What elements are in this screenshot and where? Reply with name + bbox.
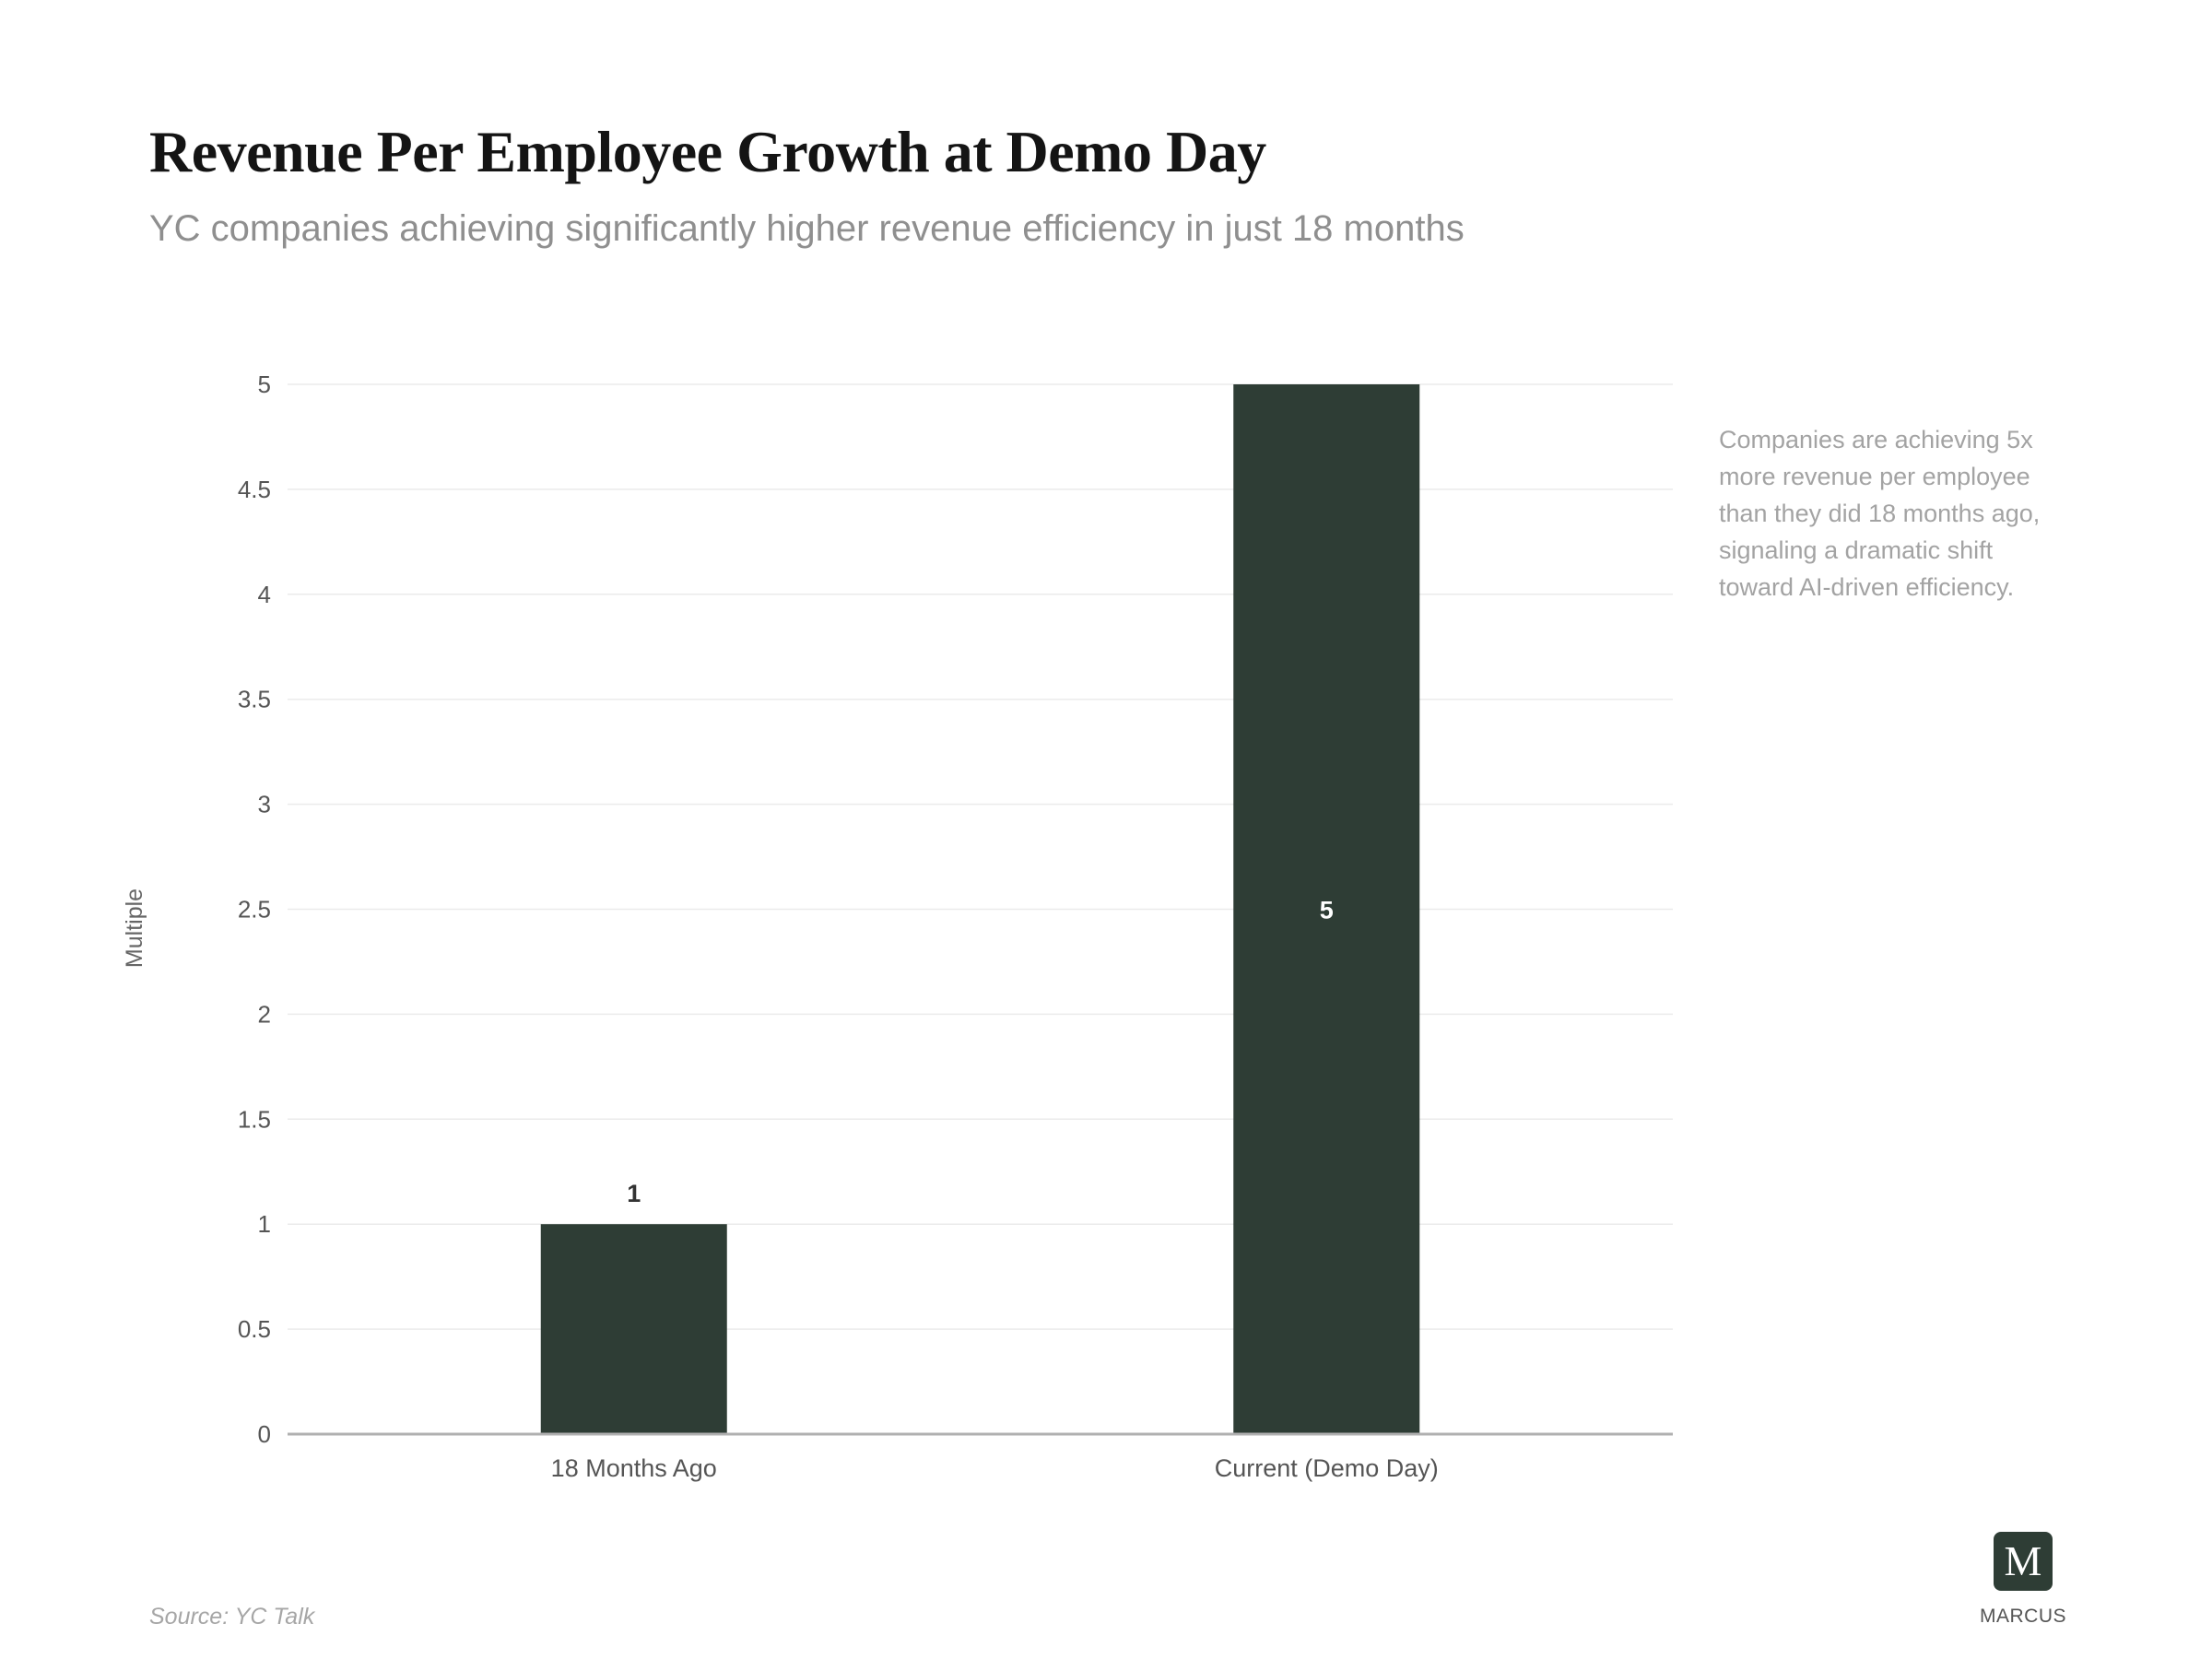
- annotation-note: Companies are achieving 5x more revenue …: [1719, 426, 2041, 601]
- y-tick-label: 1: [258, 1210, 271, 1238]
- chart-title: Revenue Per Employee Growth at Demo Day: [149, 119, 1266, 184]
- y-tick-label: 0.5: [238, 1315, 271, 1343]
- bar: [1233, 384, 1420, 1434]
- y-tick-label: 4.5: [238, 476, 271, 503]
- y-tick-label: 0: [258, 1420, 271, 1448]
- gridlines: [288, 383, 1673, 1330]
- source-note: Source: YC Talk: [149, 1604, 315, 1630]
- y-axis-ticks: 0 0.5 1 1.5 2 2.5 3 3.5 4 4.5 5: [238, 371, 271, 1448]
- bars: [540, 384, 1420, 1434]
- y-axis-label: Multiple: [122, 888, 147, 968]
- y-tick-label: 1.5: [238, 1105, 271, 1133]
- y-tick-label: 5: [258, 371, 271, 398]
- x-axis-ticks: 18 Months Ago Current (Demo Day): [551, 1454, 1439, 1482]
- y-tick-label: 4: [258, 581, 271, 608]
- brand-logo-icon: M: [1994, 1532, 2053, 1591]
- data-labels: 15: [627, 897, 1334, 1208]
- bar: [540, 1224, 727, 1434]
- data-label: 1: [627, 1180, 641, 1207]
- x-tick-label: 18 Months Ago: [551, 1454, 717, 1482]
- chart-subtitle: YC companies achieving significantly hig…: [149, 208, 1465, 249]
- y-tick-label: 3.5: [238, 686, 271, 713]
- brand-mark: M MARCUS: [1968, 1532, 2078, 1628]
- y-tick-label: 2.5: [238, 896, 271, 924]
- y-tick-label: 2: [258, 1000, 271, 1028]
- data-label: 5: [1320, 897, 1334, 924]
- brand-name: MARCUS: [1979, 1606, 2066, 1627]
- y-tick-label: 3: [258, 791, 271, 818]
- x-tick-label: Current (Demo Day): [1215, 1454, 1439, 1482]
